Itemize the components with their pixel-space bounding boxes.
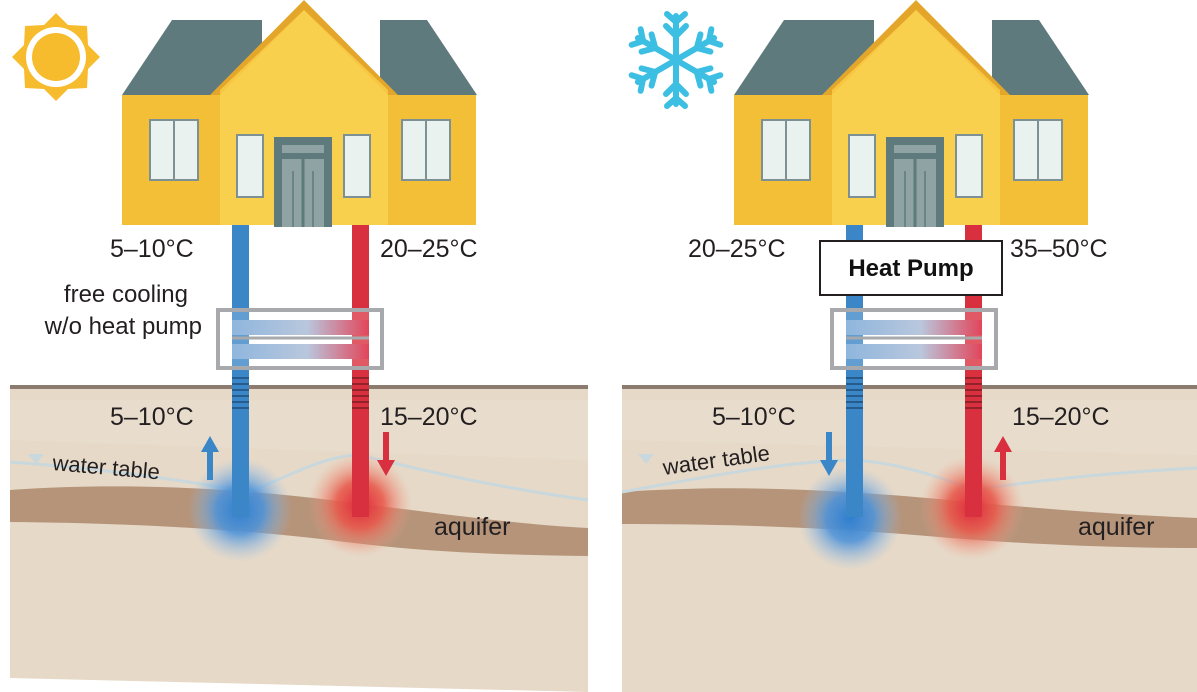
house-temp-cold: 5–10°C	[110, 235, 194, 263]
ground	[10, 388, 588, 692]
heat-exchanger	[830, 308, 998, 370]
arrow-up-icon	[994, 436, 1012, 480]
cold-plume	[798, 466, 902, 570]
water-table-line	[621, 458, 1197, 494]
arrow-down-icon	[820, 432, 838, 476]
water-table-line	[9, 453, 589, 502]
heat-pump-box	[819, 240, 1003, 296]
heat-exchanger	[216, 308, 384, 370]
house-temp-return: 20–25°C	[688, 235, 786, 263]
arrow-up-icon	[201, 436, 219, 480]
house	[120, 0, 479, 229]
ground-temp-cold: 5–10°C	[110, 403, 194, 431]
ground-temp-warm: 15–20°C	[380, 403, 478, 431]
heat-pump-label: Heat Pump	[848, 255, 973, 282]
ground-temp-cold: 5–10°C	[712, 403, 796, 431]
mode-label-line1: free cooling	[64, 281, 188, 308]
sun-icon	[12, 13, 100, 101]
mode-label-line2: w/o heat pump	[44, 313, 202, 340]
water-table-marker-icon	[28, 454, 44, 464]
house-temp-supply: 35–50°C	[1010, 235, 1108, 263]
arrow-down-icon	[377, 432, 395, 476]
winter-panel: Heat Pump 20–25°C 35–50°C 5–10°C 15–20°C…	[621, 0, 1197, 692]
ground-temp-warm: 15–20°C	[1012, 403, 1110, 431]
house-temp-warm: 20–25°C	[380, 235, 478, 263]
aquifer-layer	[622, 488, 1197, 548]
house	[732, 0, 1091, 229]
ground	[622, 388, 1197, 692]
aquifer-label: aquifer	[1078, 513, 1154, 541]
water-table-marker-icon	[638, 454, 654, 464]
aquifer-label: aquifer	[434, 513, 510, 541]
snowflake-icon	[631, 11, 721, 106]
aquifer-layer	[10, 486, 588, 556]
summer-panel: 5–10°C 20–25°C free cooling w/o heat pum…	[9, 0, 589, 692]
